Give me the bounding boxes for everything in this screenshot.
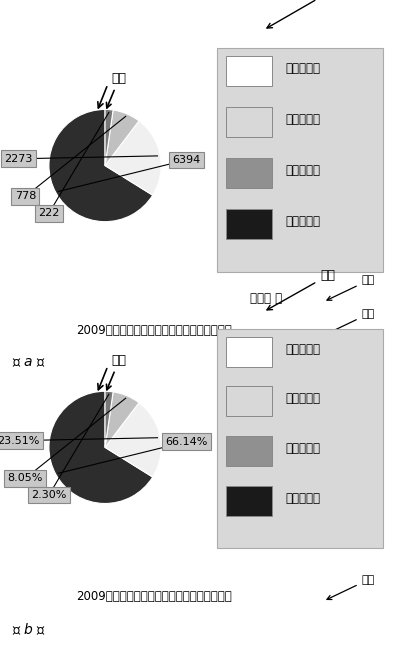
FancyBboxPatch shape [226, 107, 272, 138]
Text: 222: 222 [38, 208, 60, 218]
Text: 单位: 单位 [327, 276, 375, 300]
Text: 2273: 2273 [4, 154, 32, 164]
Wedge shape [105, 110, 139, 166]
Wedge shape [105, 109, 113, 166]
Wedge shape [105, 391, 113, 448]
Text: 6394: 6394 [172, 155, 200, 165]
Text: 单位： 元: 单位： 元 [250, 292, 282, 305]
Text: 财产性收入: 财产性收入 [285, 164, 320, 177]
FancyBboxPatch shape [226, 337, 272, 366]
Text: 图例: 图例 [267, 269, 335, 310]
Text: 2009年上半年我国城镇居民家庭人均收入情况: 2009年上半年我国城镇居民家庭人均收入情况 [76, 323, 232, 337]
Wedge shape [49, 391, 153, 503]
Text: 66.14%: 66.14% [165, 437, 208, 447]
Text: 图例: 图例 [267, 0, 335, 28]
FancyBboxPatch shape [226, 209, 272, 240]
Text: 778: 778 [15, 191, 36, 201]
Text: （ $b$ ）: （ $b$ ） [12, 621, 46, 637]
Text: 经营净收入: 经营净收入 [285, 393, 320, 405]
Text: 工资性收入: 工资性收入 [285, 492, 320, 505]
Text: 23.51%: 23.51% [0, 435, 39, 446]
Text: 转移性收入: 转移性收入 [285, 62, 320, 75]
FancyBboxPatch shape [226, 486, 272, 515]
Text: （ $a$ ）: （ $a$ ） [12, 355, 46, 368]
Text: 8.05%: 8.05% [8, 473, 43, 483]
FancyBboxPatch shape [217, 329, 383, 548]
Wedge shape [105, 392, 139, 448]
Text: 数据: 数据 [106, 354, 126, 390]
Text: 数据: 数据 [106, 72, 126, 108]
Text: 转移性收入: 转移性收入 [285, 343, 320, 356]
Text: 2.30%: 2.30% [31, 490, 67, 500]
Text: 2009年上半年我国城镇居民家庭人均收入情况: 2009年上半年我国城镇居民家庭人均收入情况 [76, 590, 232, 603]
Text: 标题: 标题 [327, 309, 375, 333]
Wedge shape [105, 121, 161, 195]
Wedge shape [105, 403, 161, 477]
FancyBboxPatch shape [226, 386, 272, 416]
FancyBboxPatch shape [226, 158, 272, 189]
FancyBboxPatch shape [226, 56, 272, 87]
Text: 财产性收入: 财产性收入 [285, 442, 320, 455]
FancyBboxPatch shape [226, 436, 272, 466]
Wedge shape [49, 109, 153, 221]
Text: 标题: 标题 [327, 575, 375, 599]
Text: 工资性收入: 工资性收入 [285, 215, 320, 228]
Text: 经营净收入: 经营净收入 [285, 113, 320, 126]
FancyBboxPatch shape [217, 48, 383, 272]
